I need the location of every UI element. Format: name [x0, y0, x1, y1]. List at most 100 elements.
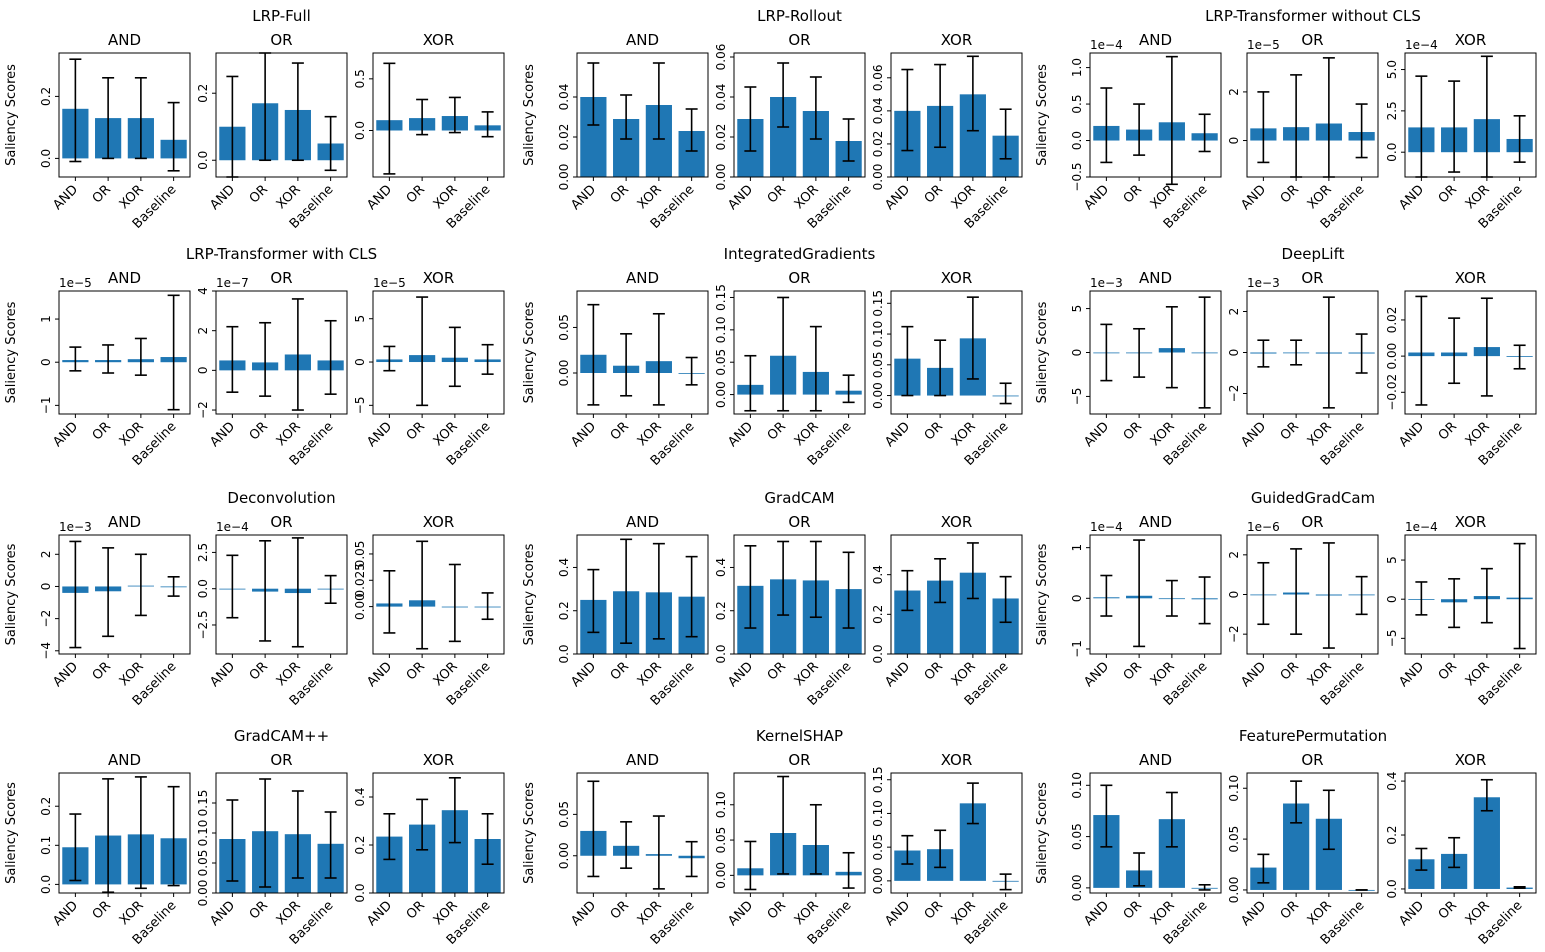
x-tick-label: AND [364, 659, 395, 690]
x-tick-label: AND [1396, 898, 1427, 929]
panel-title: OR [788, 513, 810, 531]
x-tick-label: AND [882, 419, 913, 450]
axis-offset-text: 1e−3 [59, 520, 92, 534]
y-tick-label: 0.025 [353, 563, 367, 597]
method-title: LRP-Transformer with CLS [186, 245, 377, 263]
x-tick-label: OR [1278, 659, 1302, 683]
x-tick-label: OR [404, 419, 428, 443]
y-tick-label: 0.00 [714, 381, 728, 408]
x-tick-label: AND [50, 898, 81, 929]
x-tick-label: AND [1238, 898, 1269, 929]
y-tick-label: 0.05 [557, 801, 571, 828]
panel-title: XOR [423, 513, 455, 531]
y-tick-label: 0.00 [871, 164, 885, 191]
panel-frame [58, 534, 191, 655]
method-title: DeepLift [1282, 245, 1345, 263]
y-tick-label: 0.10 [714, 791, 728, 818]
y-tick-label: 4 [196, 287, 210, 295]
panel-frame [1404, 772, 1537, 894]
y-tick-label: 0.10 [1227, 775, 1241, 802]
x-tick-label: OR [922, 182, 946, 206]
x-tick-label: OR [247, 419, 271, 443]
y-tick-label: 1.0 [1070, 58, 1084, 77]
x-tick-label: OR [765, 419, 789, 443]
y-tick-label: 0.04 [557, 84, 571, 111]
y-tick-label: −2 [39, 610, 53, 628]
x-tick-label: AND [1396, 419, 1427, 450]
panel-title: OR [788, 269, 810, 287]
method-group-featurepermutation: FeaturePermutation Saliency Scores AND AND O… [1035, 727, 1537, 948]
x-tick-label: OR [608, 659, 632, 683]
y-tick-label: −5 [1070, 388, 1084, 406]
x-tick-label: AND [1081, 659, 1112, 690]
x-tick-label: AND [1081, 419, 1112, 450]
panel-title: OR [270, 751, 292, 769]
y-tick-label: −2 [1227, 385, 1241, 403]
axis-offset-text: 1e−3 [1090, 276, 1123, 290]
y-tick-label: 5 [1070, 305, 1084, 313]
x-tick-label: AND [50, 182, 81, 213]
y-tick-label: 0.10 [1070, 772, 1084, 799]
y-tick-label: 0.04 [714, 84, 728, 111]
x-tick-label: OR [1436, 182, 1460, 206]
x-tick-label: AND [568, 419, 599, 450]
y-tick-label: 0.02 [714, 124, 728, 151]
panel-frame [890, 534, 1023, 655]
panel-frame [576, 52, 709, 178]
x-tick-label: AND [568, 659, 599, 690]
y-tick-label: 0.00 [196, 880, 210, 907]
y-tick-label: 0.0 [353, 883, 367, 902]
x-tick-label: AND [207, 182, 238, 213]
axis-offset-text: 1e−4 [1405, 520, 1438, 534]
y-tick-label: 0.00 [557, 842, 571, 869]
y-tick-label: 0.4 [1385, 772, 1399, 791]
x-tick-label: OR [404, 898, 428, 922]
method-title: KernelSHAP [756, 727, 843, 745]
x-tick-label: AND [207, 659, 238, 690]
x-tick-label: AND [364, 419, 395, 450]
x-tick-label: OR [765, 182, 789, 206]
y-tick-label: 0.02 [557, 124, 571, 151]
panel-title: AND [626, 31, 659, 49]
x-tick-label: OR [1436, 659, 1460, 683]
y-tick-label: 2 [1227, 551, 1241, 559]
y-tick-label: 0.05 [353, 541, 367, 568]
y-tick-label: 0.05 [714, 827, 728, 854]
panel-title: XOR [1455, 513, 1487, 531]
y-tick-label: 5.0 [1385, 60, 1399, 79]
axis-offset-text: 1e−6 [1247, 520, 1280, 534]
method-group-integratedgradients: IntegratedGradients Saliency Scores AND AND… [522, 245, 1023, 469]
y-tick-label: 0.15 [714, 284, 728, 311]
panel-frame [1246, 772, 1379, 894]
x-tick-label: OR [404, 659, 428, 683]
y-tick-label: 0.2 [196, 84, 210, 103]
x-tick-label: AND [1081, 898, 1112, 929]
panel-frame [1246, 534, 1379, 655]
y-tick-label: 0.2 [714, 601, 728, 620]
panel-frame [1246, 52, 1379, 178]
x-tick-label: OR [1121, 419, 1145, 443]
y-axis-label: Saliency Scores [1035, 782, 1050, 884]
y-tick-label: −2 [1227, 625, 1241, 643]
panel-frame [215, 52, 348, 178]
y-axis-label: Saliency Scores [522, 64, 537, 166]
